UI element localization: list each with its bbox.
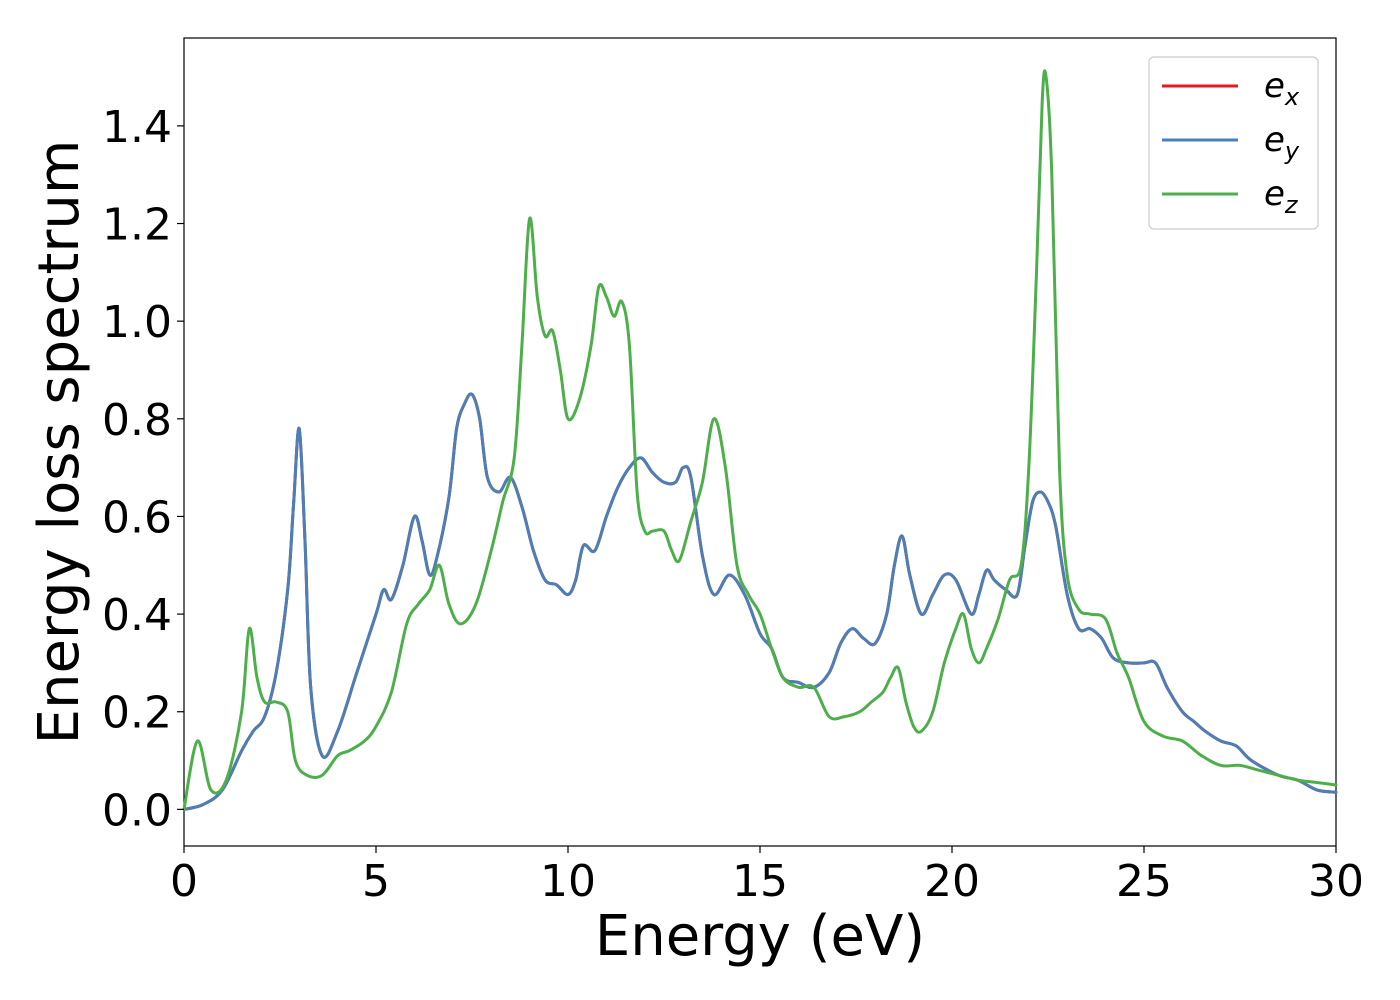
x-tick-label: 20 bbox=[924, 856, 980, 907]
y-tick-label: 0.2 bbox=[102, 688, 172, 739]
y-tick-label: 1.0 bbox=[102, 297, 172, 348]
x-axis-ticks: 0 5 10 15 20 25 30 bbox=[170, 846, 1364, 907]
x-tick-label: 15 bbox=[732, 856, 788, 907]
x-tick-label: 25 bbox=[1116, 856, 1172, 907]
y-tick-label: 1.4 bbox=[102, 102, 172, 153]
legend-box bbox=[1148, 56, 1319, 230]
y-tick-label: 0.0 bbox=[102, 785, 172, 836]
y-tick-label: 0.6 bbox=[102, 492, 172, 543]
series-line-ey bbox=[182, 392, 1338, 811]
x-axis-label: Energy (eV) bbox=[595, 904, 925, 969]
series-line-ez bbox=[182, 69, 1338, 811]
series-layer bbox=[182, 69, 1338, 811]
x-tick-label: 30 bbox=[1308, 856, 1364, 907]
y-axis-ticks: 0.0 0.2 0.4 0.6 0.8 1.0 1.2 1.4 bbox=[102, 102, 184, 836]
x-tick-label: 5 bbox=[362, 856, 390, 907]
y-tick-label: 1.2 bbox=[102, 200, 172, 251]
x-tick-label: 10 bbox=[540, 856, 596, 907]
y-axis-label: Energy loss spectrum bbox=[27, 140, 92, 745]
y-tick-label: 0.4 bbox=[102, 590, 172, 641]
x-tick-label: 0 bbox=[170, 856, 198, 907]
y-tick-label: 0.8 bbox=[102, 395, 172, 446]
